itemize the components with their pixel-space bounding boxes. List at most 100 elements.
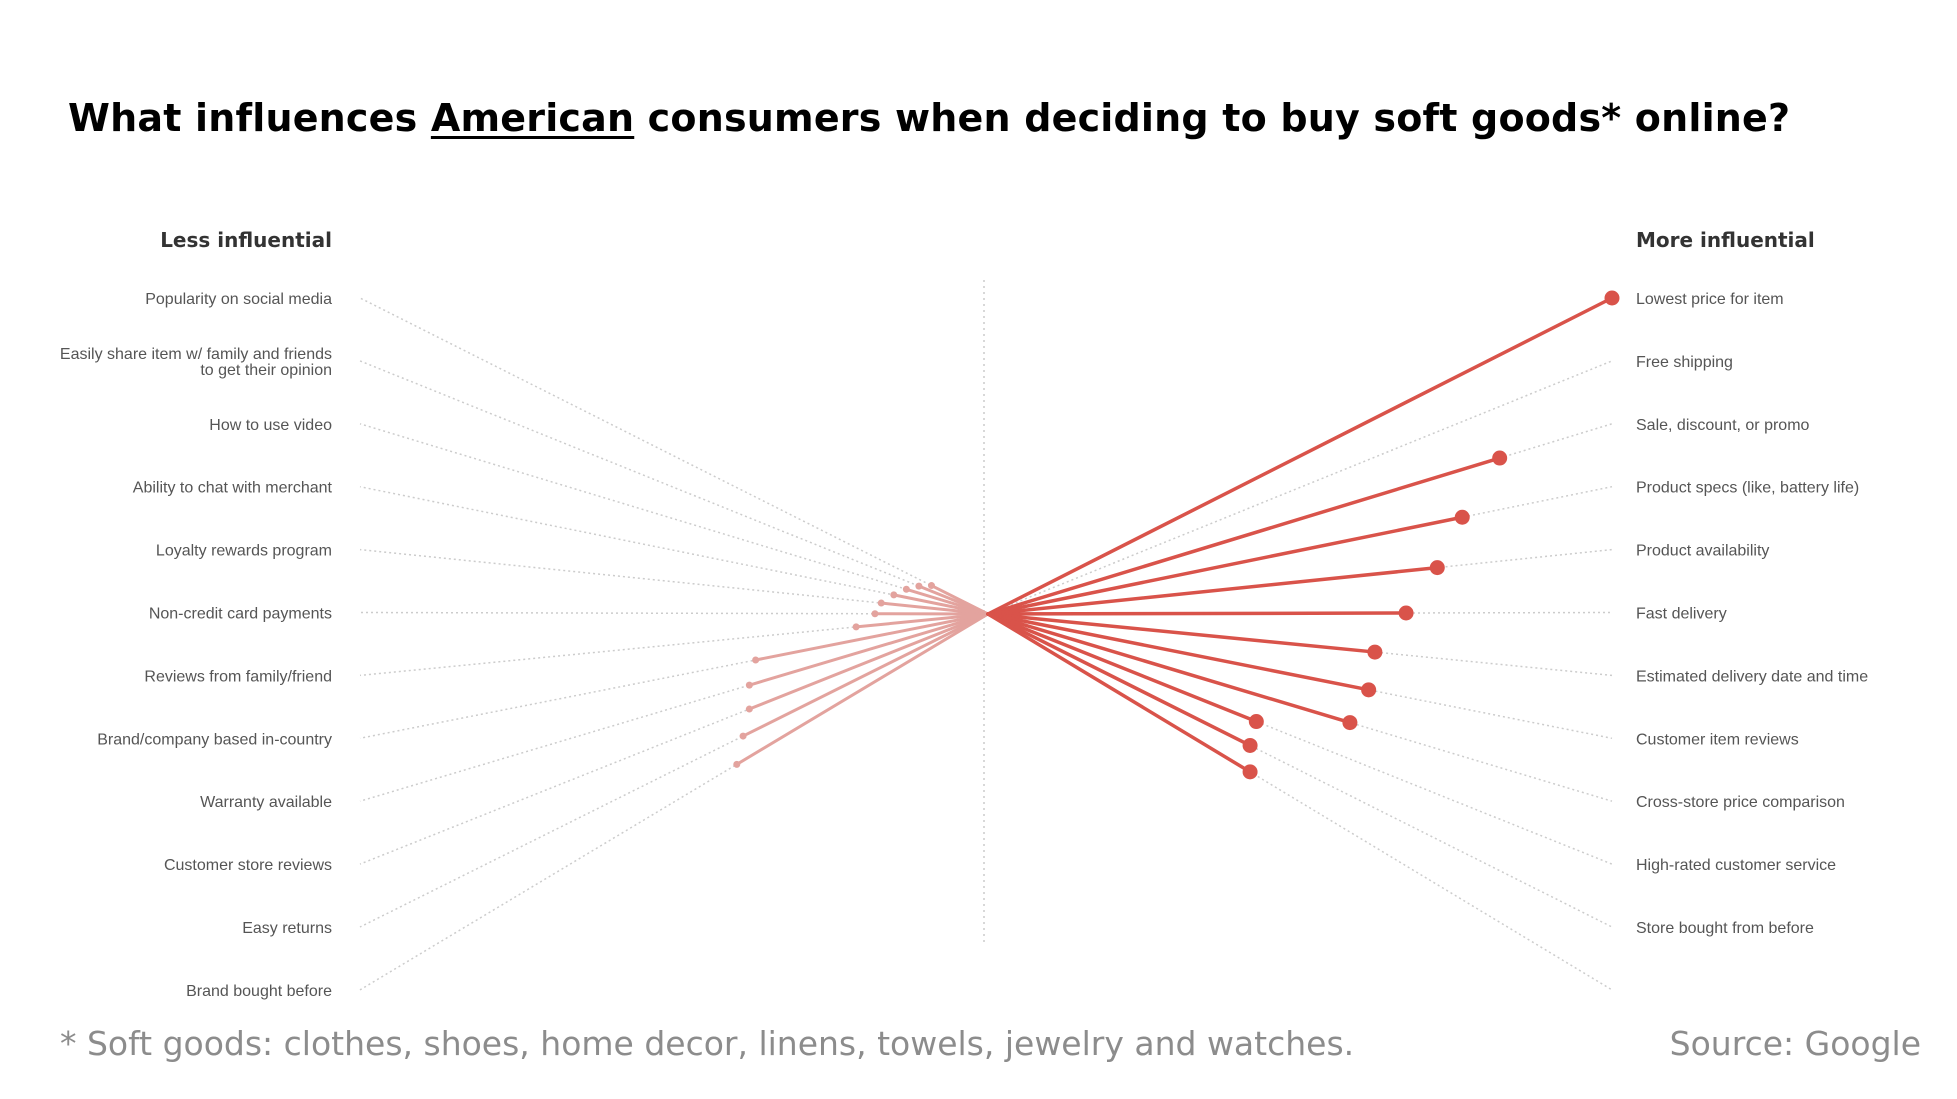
right-header: More influential <box>1636 228 1815 252</box>
more-influence-point[interactable] <box>1242 737 1258 753</box>
more-influence-point[interactable] <box>1429 560 1445 576</box>
label-line: Product specs (like, battery life) <box>1636 480 1859 497</box>
less-influence-point[interactable] <box>902 585 910 593</box>
label-line: Sale, discount, or promo <box>1636 417 1810 434</box>
less-factor-label: Reviews from family/friend <box>144 668 332 685</box>
left-header: Less influential <box>160 228 332 252</box>
more-factor-label: Product availability <box>1636 543 1769 560</box>
left-guide-line <box>359 485 989 615</box>
more-factor-label: Customer item reviews <box>1636 731 1799 748</box>
label-line: Product availability <box>1636 543 1769 560</box>
more-factor-label: Estimated delivery date and time <box>1636 668 1868 685</box>
title-prefix: What influences <box>68 96 431 140</box>
more-influence-stem <box>986 296 1614 616</box>
right-guide-line <box>987 611 1613 615</box>
more-influence-stem <box>986 611 1408 616</box>
more-influence-stem <box>986 515 1464 616</box>
footnote: * Soft goods: clothes, shoes, home decor… <box>60 1024 1355 1063</box>
left-guide-line <box>359 613 989 802</box>
less-influence-point[interactable] <box>745 705 753 713</box>
more-influence-point[interactable] <box>1454 509 1470 525</box>
more-influence-stem <box>986 456 1502 616</box>
label-line: Reviews from family/friend <box>144 668 332 685</box>
label-line: Fast delivery <box>1636 606 1727 623</box>
title-emphasis: American <box>430 96 635 140</box>
less-factor-label: Non-credit card payments <box>149 606 332 623</box>
less-influence-point[interactable] <box>890 591 898 599</box>
more-factor-label: Cross-store price comparison <box>1636 794 1845 811</box>
chart-title: What influences American consumers when … <box>68 96 1790 140</box>
more-influence-point[interactable] <box>1242 764 1258 780</box>
less-factor-label: Popularity on social media <box>145 291 332 308</box>
right-guide-line <box>987 360 1613 615</box>
less-influence-point[interactable] <box>745 681 753 689</box>
label-line: High-rated customer service <box>1636 857 1836 874</box>
less-factor-label: Loyalty rewards program <box>156 543 332 560</box>
less-influence-stem <box>735 612 990 766</box>
dotted-guides <box>359 297 1613 991</box>
more-influence-point[interactable] <box>1248 714 1264 730</box>
right-labels: Lowest price for item Free shipping Sale, … <box>1636 291 1868 937</box>
less-influence-stem <box>747 612 990 711</box>
less-influence-stem <box>879 601 990 616</box>
more-influence-stem <box>986 612 1371 692</box>
less-factor-label: Easy returns <box>242 920 332 937</box>
less-influence-point[interactable] <box>871 610 879 618</box>
right-guide-line <box>987 613 1613 865</box>
less-influence-stem <box>854 612 990 629</box>
less-factor-label: Brand/company based in-country <box>97 731 332 748</box>
label-line: Brand/company based in-country <box>97 731 332 748</box>
more-influence-point[interactable] <box>1398 605 1414 621</box>
more-influence-stem <box>986 612 1252 748</box>
more-influence-point[interactable] <box>1342 715 1358 731</box>
more-factor-label: High-rated customer service <box>1636 857 1836 874</box>
less-influence-point[interactable] <box>739 732 747 740</box>
left-guide-line <box>359 297 989 615</box>
more-influence-stem <box>986 612 1252 774</box>
label-line: Ability to chat with merchant <box>133 480 333 497</box>
more-influence-point[interactable] <box>1492 450 1508 466</box>
influence-chart: Less influential More influential Popula… <box>60 228 1868 1000</box>
less-influence-stem <box>741 612 990 738</box>
source-credit: Source: Google <box>1669 1024 1921 1063</box>
more-factor-label: Product specs (like, battery life) <box>1636 480 1859 497</box>
more-influence-stem <box>986 612 1259 724</box>
label-line: Estimated delivery date and time <box>1636 668 1868 685</box>
more-factor-label: Lowest price for item <box>1636 291 1784 308</box>
label-line: Popularity on social media <box>145 291 332 308</box>
label-line: Store bought from before <box>1636 920 1814 937</box>
left-guide-line <box>359 423 989 615</box>
label-line: to get their opinion <box>200 362 332 379</box>
more-factor-label: Free shipping <box>1636 354 1733 371</box>
more-factor-label: Sale, discount, or promo <box>1636 417 1810 434</box>
less-influential-series <box>733 582 990 768</box>
less-influence-point[interactable] <box>752 656 760 664</box>
less-factor-label: Warranty available <box>200 794 332 811</box>
left-guide-line <box>359 360 989 615</box>
less-influence-point[interactable] <box>733 760 741 768</box>
label-line: Brand bought before <box>186 983 332 1000</box>
less-factor-label: Ability to chat with merchant <box>133 480 333 497</box>
less-influence-point[interactable] <box>915 582 923 590</box>
less-influence-stem <box>754 612 990 662</box>
more-influence-stem <box>986 612 1352 725</box>
label-line: Customer item reviews <box>1636 731 1799 748</box>
label-line: Warranty available <box>200 794 332 811</box>
label-line: Easily share item w/ family and friends <box>60 346 332 363</box>
title-suffix: consumers when deciding to buy soft good… <box>634 96 1791 140</box>
less-factor-label: Brand bought before <box>186 983 332 1000</box>
label-line: Loyalty rewards program <box>156 543 332 560</box>
less-influence-stem <box>747 612 990 687</box>
less-influence-point[interactable] <box>877 599 885 607</box>
label-line: Easy returns <box>242 920 332 937</box>
more-influential-series <box>986 290 1620 780</box>
label-line: Non-credit card payments <box>149 606 332 623</box>
less-influence-point[interactable] <box>852 623 860 631</box>
less-influence-point[interactable] <box>927 582 935 590</box>
less-influence-stem <box>892 593 990 616</box>
more-influence-point[interactable] <box>1604 290 1620 306</box>
label-line: How to use video <box>209 417 332 434</box>
more-factor-label: Store bought from before <box>1636 920 1814 937</box>
more-influence-point[interactable] <box>1367 644 1383 660</box>
more-influence-point[interactable] <box>1361 682 1377 698</box>
